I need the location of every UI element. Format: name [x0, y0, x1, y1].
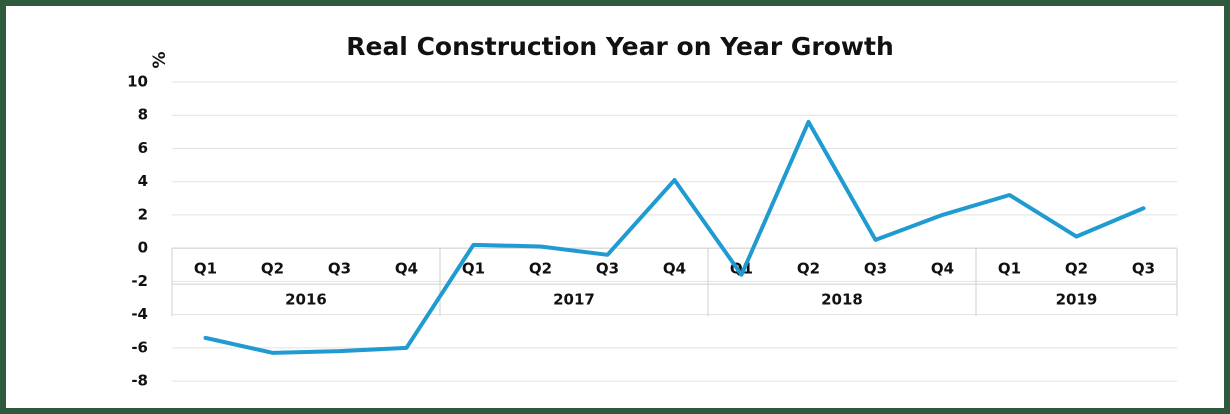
y-tick-label: 8: [138, 106, 148, 124]
x-tick-label: Q1: [194, 260, 217, 278]
x-tick-label: Q4: [931, 260, 954, 278]
x-tick-label: Q3: [328, 260, 351, 278]
x-tick-label: Q3: [864, 260, 887, 278]
x-group-label: 2018: [821, 291, 863, 309]
y-tick-label: -6: [131, 338, 148, 356]
y-tick-label: 6: [138, 139, 148, 157]
y-tick-label: 0: [138, 239, 148, 257]
y-tick-label: 10: [127, 73, 148, 91]
y-tick-label: -2: [131, 272, 148, 290]
y-axis-label: %: [150, 51, 170, 68]
x-tick-label: Q2: [529, 260, 552, 278]
x-group-label: 2017: [553, 291, 595, 309]
x-tick-label: Q4: [395, 260, 418, 278]
y-tick-label: -4: [131, 305, 148, 323]
x-tick-label: Q1: [998, 260, 1021, 278]
x-tick-label: Q2: [1065, 260, 1088, 278]
x-tick-label: Q1: [462, 260, 485, 278]
y-tick-label: 4: [138, 172, 148, 190]
y-tick-label: -8: [131, 372, 148, 390]
x-group-label: 2019: [1056, 291, 1098, 309]
x-tick-label: Q4: [663, 260, 686, 278]
x-tick-label: Q2: [261, 260, 284, 278]
x-tick-label: Q2: [797, 260, 820, 278]
x-tick-label: Q3: [596, 260, 619, 278]
x-group-label: 2016: [285, 291, 327, 309]
chart-title: Real Construction Year on Year Growth: [346, 32, 894, 61]
y-tick-label: 2: [138, 205, 148, 223]
line-series: [203, 119, 1146, 355]
x-tick-label: Q3: [1132, 260, 1155, 278]
